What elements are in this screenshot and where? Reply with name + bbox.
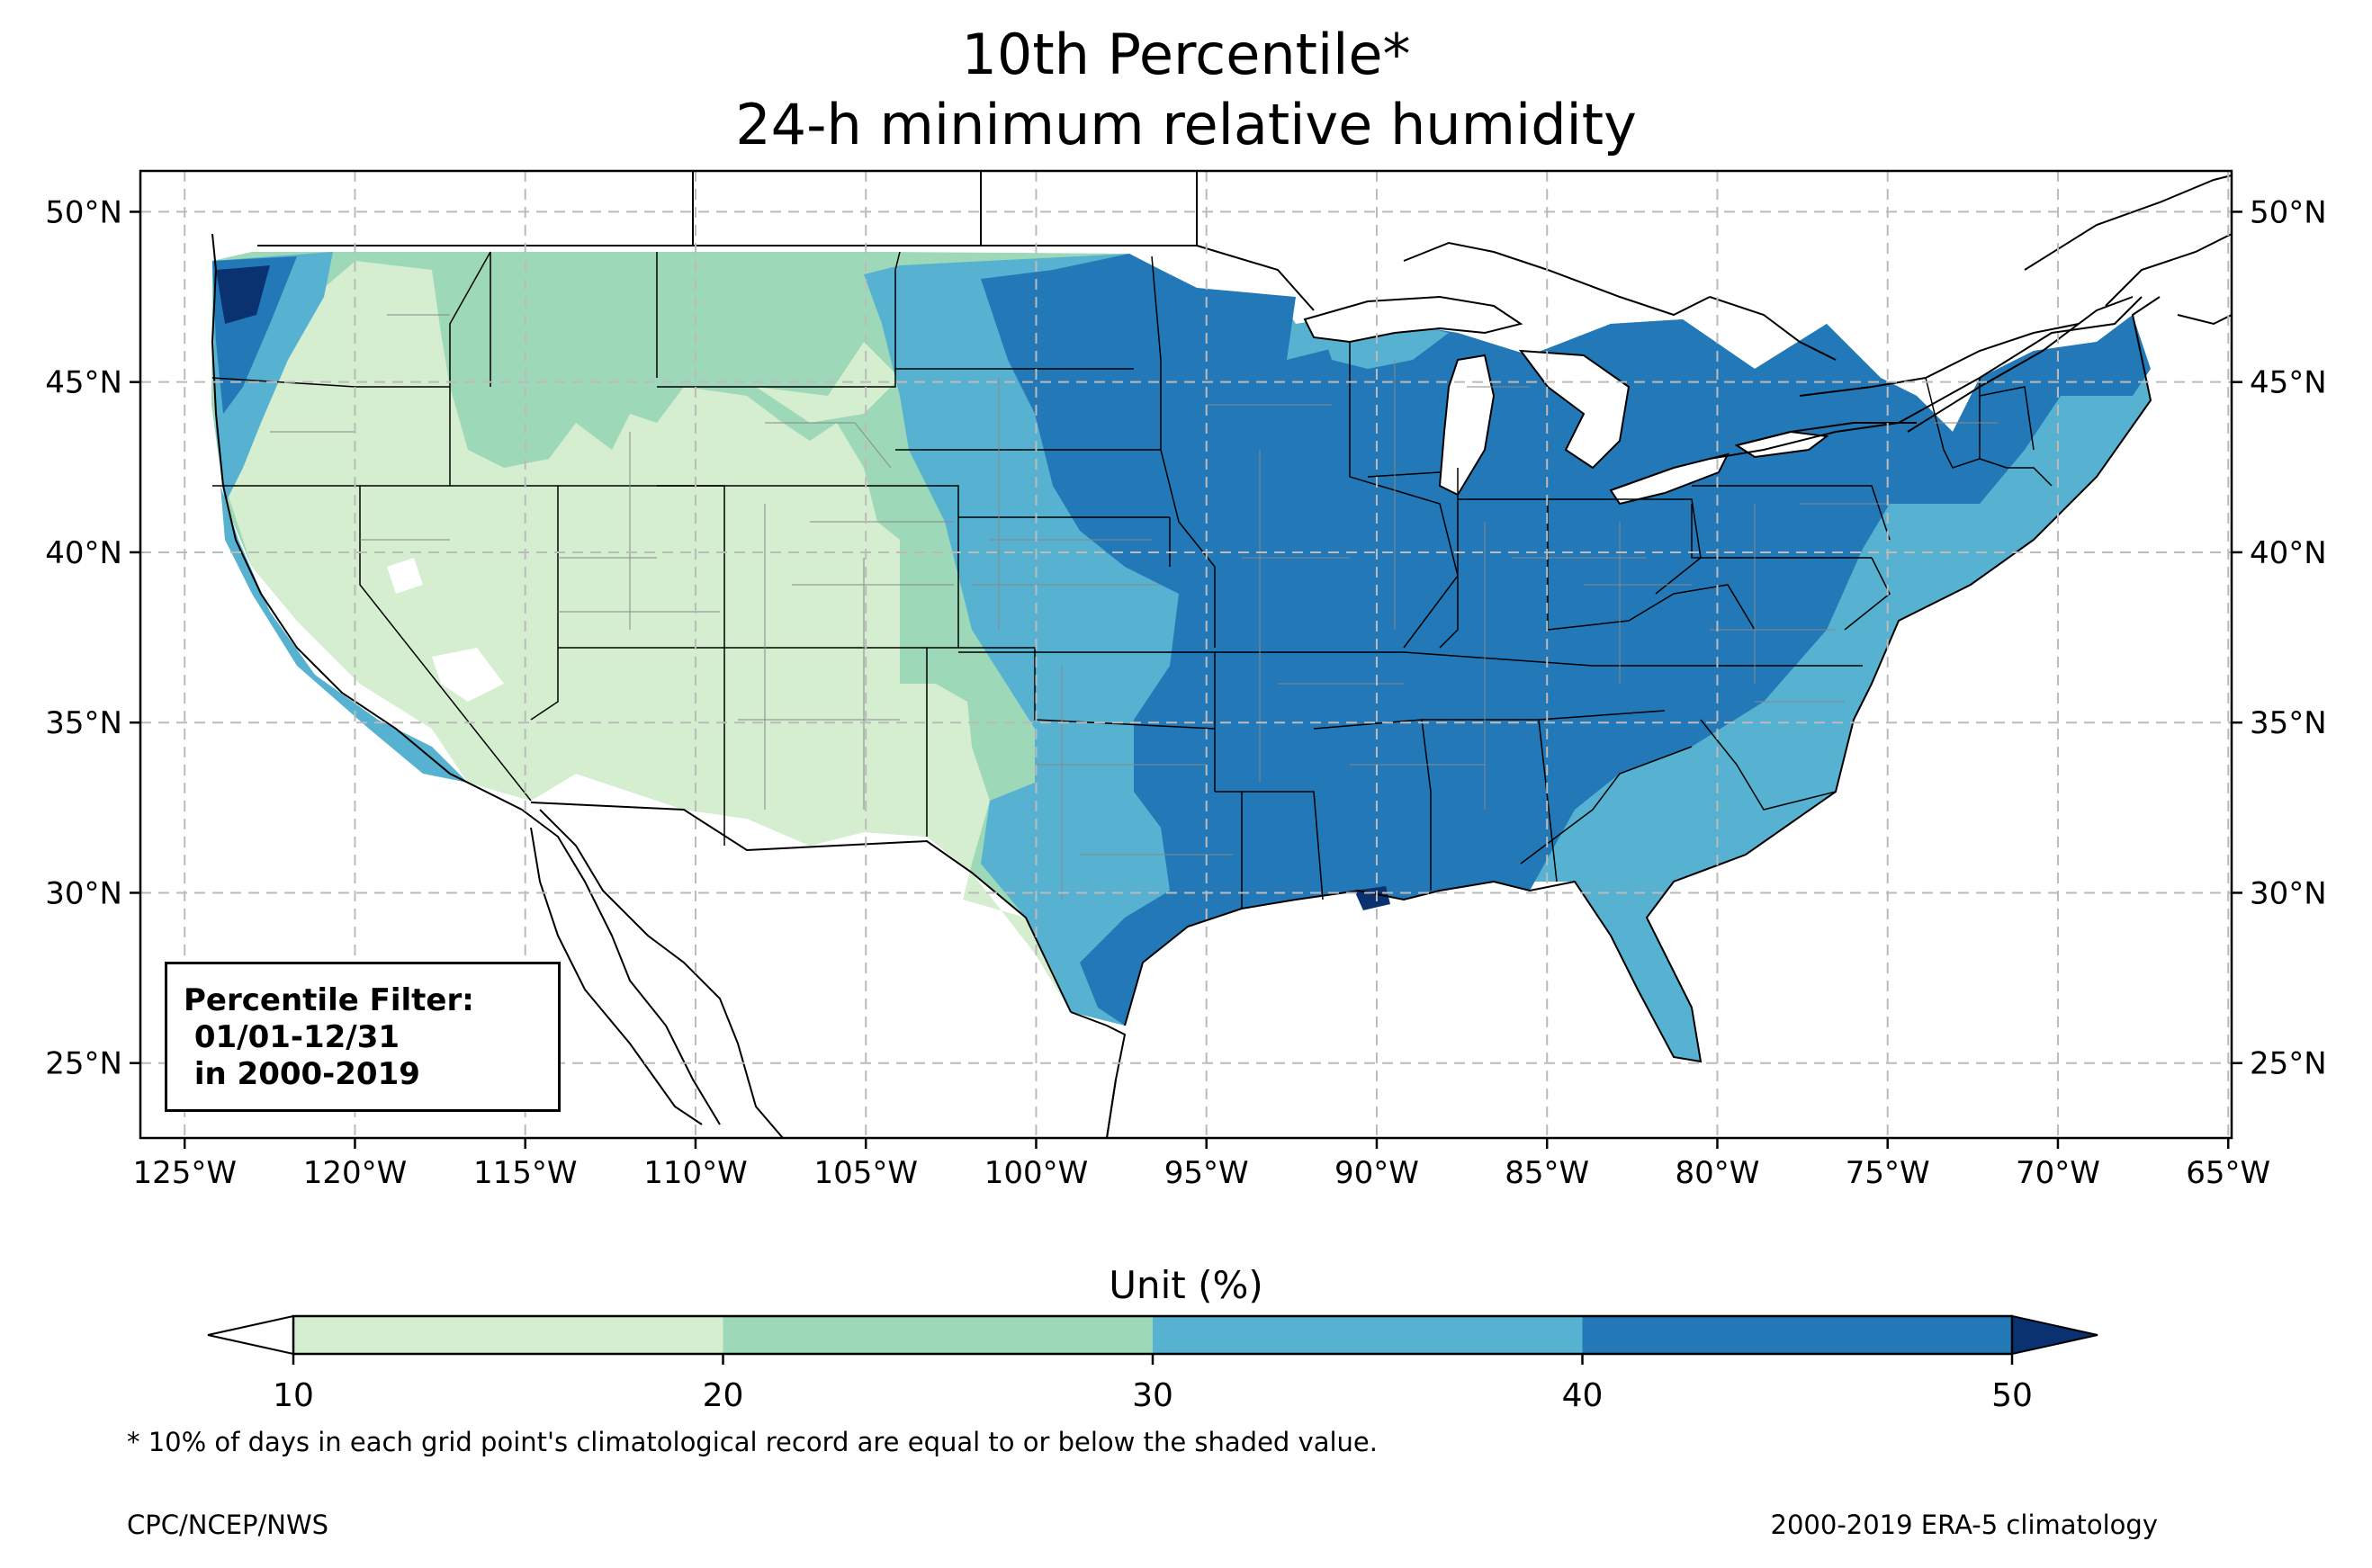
axis-ticks [130,211,2242,1149]
eastern-shading-40-50 [981,254,2151,1026]
colorbar-segment [1153,1316,1583,1354]
lat-tick-label-left: 50°N [45,194,122,230]
lake-huron [1518,349,1631,470]
lake-superior [1303,295,1523,344]
lon-tick-label: 100°W [984,1155,1089,1191]
latitude-labels: 50°N 50°N 45°N 45°N 40°N 40°N 35°N 35°N 30°N 30°N… [45,194,2326,1081]
lat-tick-label-left: 40°N [45,535,122,571]
southeast-shading-30-40 [1584,666,1845,918]
credit-label: CPC/NCEP/NWS [127,1510,329,1540]
country-borders [257,171,2143,1013]
lake-erie [1609,452,1730,506]
map-title: 10th Percentile* [961,22,1411,87]
colorbar-tick-label: 40 [1562,1377,1604,1414]
lat-tick-label-right: 40°N [2250,535,2327,571]
lon-tick-label: 65°W [2186,1155,2270,1191]
lon-tick-label: 75°W [1846,1155,1930,1191]
lon-tick-label: 125°W [132,1155,237,1191]
filter-date-range: 01/01-12/31 [184,1019,400,1055]
lat-tick-label-left: 35°N [45,705,122,741]
colorbar-tick-label: 10 [273,1377,314,1414]
colorbar-tick-label: 20 [703,1377,744,1414]
colorbar-tick-label: 50 [1991,1377,2033,1414]
desert-shading-under-10 [432,648,504,702]
lon-tick-label: 105°W [813,1155,918,1191]
colorbar: 10 20 30 40 50 [207,1314,2098,1414]
percentile-filter-box: Percentile Filter: 01/01-12/31 in 2000-2… [165,962,561,1112]
lon-tick-label: 115°W [473,1155,578,1191]
map-frame [139,169,2233,1140]
western-shading-10-20-b [756,342,900,423]
lon-tick-label: 90°W [1334,1155,1419,1191]
lon-tick-label: 120°W [303,1155,408,1191]
map-subtitle: 24-h minimum relative humidity [735,92,1637,157]
lat-tick-label-left: 25°N [45,1046,122,1082]
map-area [140,171,2232,1138]
colorbar-segment [723,1316,1153,1354]
pnw-shading-over-50 [216,265,270,324]
lat-tick-label-right: 50°N [2250,194,2327,230]
lon-tick-label: 95°W [1164,1155,1249,1191]
colorbar-under-triangle [207,1314,294,1356]
lon-tick-label: 80°W [1676,1155,1760,1191]
lat-tick-label-left: 45°N [45,365,122,401]
filter-label: Percentile Filter: [184,982,474,1018]
nevada-shading-under-10 [387,558,423,594]
county-borders [270,314,1998,900]
mexico-coast [530,827,1117,1138]
filter-year-range: in 2000-2019 [184,1056,420,1092]
lon-tick-label: 110°W [643,1155,748,1191]
colorbar-segment [293,1316,723,1354]
colorbar-over-triangle [2011,1314,2098,1356]
lon-tick-label: 70°W [2016,1155,2100,1191]
longitude-labels: 125°W 120°W 115°W 110°W 105°W 100°W 95°W 90°W 85… [132,1155,2270,1191]
lat-tick-label-right: 30°N [2250,875,2327,911]
lat-tick-label-right: 45°N [2250,365,2327,401]
lat-tick-label-left: 30°N [45,875,122,911]
colorbar-segment [1582,1316,2012,1354]
colorbar-tick-label: 30 [1132,1377,1173,1414]
colorbar-label: Unit (%) [1109,1263,1263,1307]
lat-tick-label-right: 25°N [2250,1046,2327,1082]
lat-tick-label-right: 35°N [2250,705,2327,741]
lon-tick-label: 85°W [1505,1155,1589,1191]
climatology-label: 2000-2019 ERA-5 climatology [1770,1510,2158,1540]
western-shading-10-20 [225,261,1071,1012]
footnote: * 10% of days in each grid point's clima… [127,1427,1378,1457]
